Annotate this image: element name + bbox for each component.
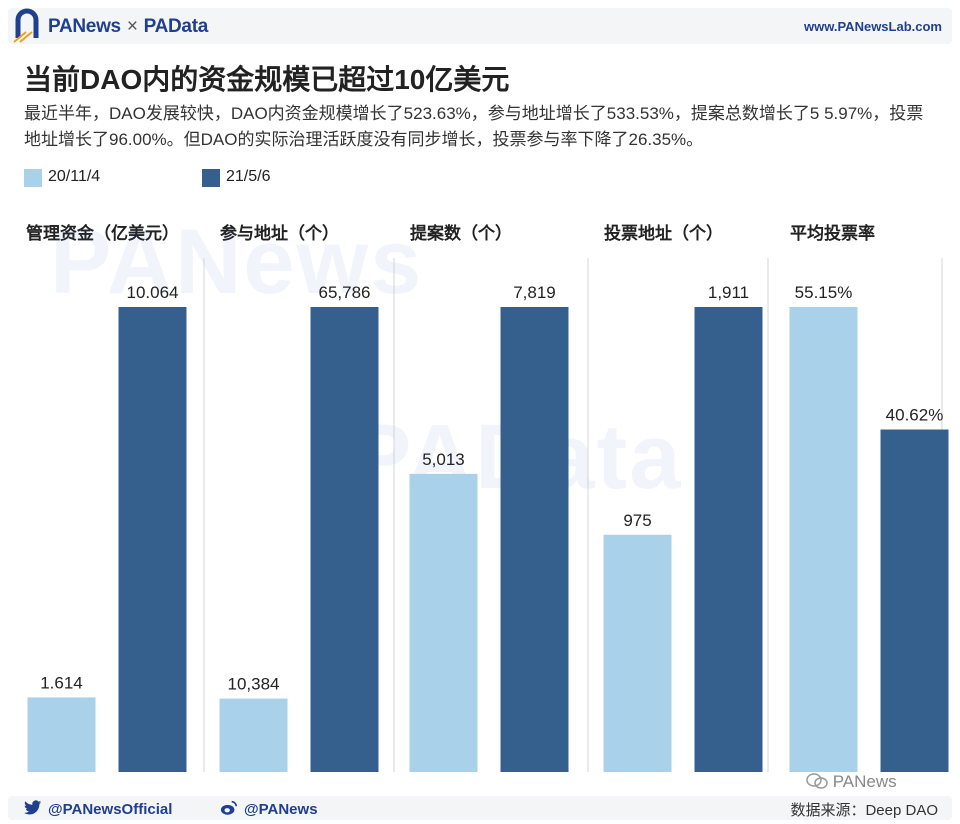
bar-old-4: [789, 307, 858, 772]
data-source: 数据来源：Deep DAO: [790, 802, 938, 819]
bar-old-2: [409, 473, 478, 772]
page-title: 当前DAO内的资金规模已超过10亿美元: [24, 64, 510, 95]
wechat-signature: PANews: [806, 772, 897, 792]
weibo-label: @PANews: [244, 801, 318, 818]
panews-logo-icon: [13, 8, 39, 43]
data-label-new-2: 7,819: [513, 283, 556, 302]
panel-title-addresses: 参与地址（个）: [220, 224, 339, 243]
data-label-old-4: 55.15%: [795, 283, 853, 302]
header-bar: PANews × PAData www.PANewsLab.com: [8, 8, 952, 44]
data-label-new-4: 40.62%: [886, 406, 944, 425]
legend-swatch-old: [24, 169, 42, 187]
brand-padata: PAData: [143, 16, 209, 37]
legend-swatch-new: [202, 169, 220, 187]
data-label-old-2: 5,013: [422, 450, 465, 469]
bar-old-0: [27, 697, 96, 772]
wechat-icon: [806, 773, 828, 789]
twitter-label: @PANewsOfficial: [48, 801, 173, 818]
bar-new-4: [880, 429, 949, 772]
page-subtitle: 最近半年，DAO发展较快，DAO内资金规模增长了523.63%，参与地址增长了5…: [24, 104, 924, 149]
twitter-icon: [24, 800, 42, 815]
wechat-label: PANews: [832, 772, 897, 791]
brand-title: PANews × PAData: [48, 16, 208, 38]
panel-title-funds: 管理资金（亿美元）: [26, 224, 179, 243]
legend-label-new: 21/5/6: [226, 168, 271, 185]
brand-separator: ×: [126, 16, 138, 37]
bar-new-3: [694, 307, 763, 772]
data-label-old-0: 1.614: [40, 673, 83, 692]
bar-old-1: [219, 698, 288, 772]
twitter-handle[interactable]: @PANewsOfficial: [24, 799, 172, 818]
data-label-old-1: 10,384: [228, 675, 280, 694]
panel-title-vote-rate: 平均投票率: [790, 224, 875, 243]
site-url[interactable]: www.PANewsLab.com: [804, 19, 942, 34]
panel-title-proposals: 提案数（个）: [410, 224, 512, 243]
footer-bar: @PANewsOfficial @PANews 数据来源：Deep DAO: [8, 796, 952, 820]
bar-old-3: [603, 534, 672, 772]
bar-new-0: [118, 307, 187, 772]
brand-panews: PANews: [48, 16, 121, 37]
weibo-icon: [220, 800, 238, 815]
data-label-new-0: 10.064: [127, 283, 179, 302]
bar-new-2: [500, 307, 569, 772]
data-label-new-3: 1,911: [708, 283, 749, 302]
legend-label-old: 20/11/4: [48, 168, 101, 185]
weibo-handle[interactable]: @PANews: [220, 799, 318, 818]
bar-new-1: [310, 307, 379, 772]
data-label-new-1: 65,786: [319, 283, 371, 302]
panel-title-voters: 投票地址（个）: [604, 224, 723, 243]
data-label-old-3: 975: [623, 511, 651, 530]
